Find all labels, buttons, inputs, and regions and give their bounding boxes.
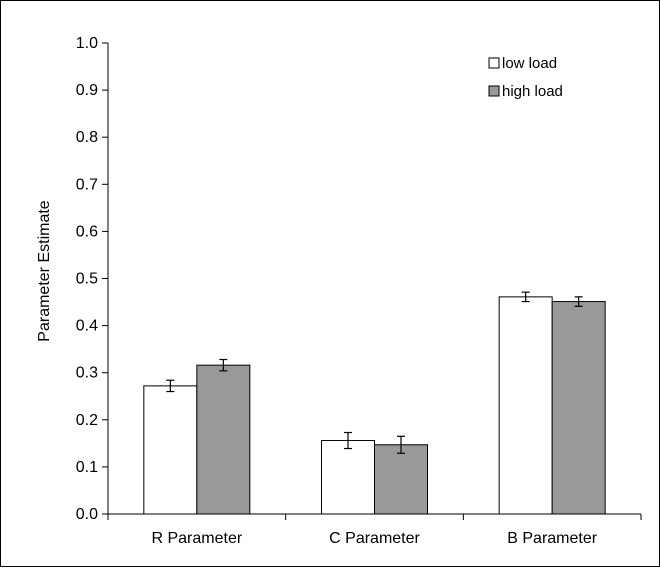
- y-tick-label: 0.2: [76, 412, 98, 429]
- legend-swatch: [488, 85, 500, 97]
- y-tick-label: 0.4: [76, 318, 98, 335]
- bar: [143, 385, 198, 515]
- bars: [143, 291, 606, 515]
- x-tick-label: B Parameter: [507, 530, 597, 547]
- bar: [374, 444, 428, 515]
- legend-swatch: [488, 57, 500, 69]
- y-axis-label: Parameter Estimate: [36, 200, 53, 341]
- x-tick-label: C Parameter: [329, 530, 420, 547]
- legend-label: high load: [502, 83, 563, 100]
- y-tick-label: 0.5: [76, 271, 98, 288]
- y-tick-label: 0.3: [76, 365, 98, 382]
- x-tick-label: R Parameter: [151, 530, 242, 547]
- y-tick-label: 0.9: [76, 82, 98, 99]
- y-tick-label: 0.0: [76, 506, 98, 523]
- legend: low load high load: [488, 55, 563, 100]
- bar: [498, 296, 553, 515]
- legend-label: low load: [502, 55, 557, 72]
- y-tick-label: 0.6: [76, 223, 98, 240]
- bar: [551, 301, 606, 515]
- y-tick-label: 0.1: [76, 459, 98, 476]
- axes: 0.0 0.1 0.2 0.3 0.4 0.5 0.6 0.7 0.8 0.9 1.0 R Param…: [76, 35, 642, 547]
- bar: [321, 440, 375, 515]
- y-tick-label: 0.7: [76, 176, 98, 193]
- y-tick-label: 1.0: [76, 35, 98, 52]
- bar: [196, 364, 251, 515]
- y-tick-label: 0.8: [76, 129, 98, 146]
